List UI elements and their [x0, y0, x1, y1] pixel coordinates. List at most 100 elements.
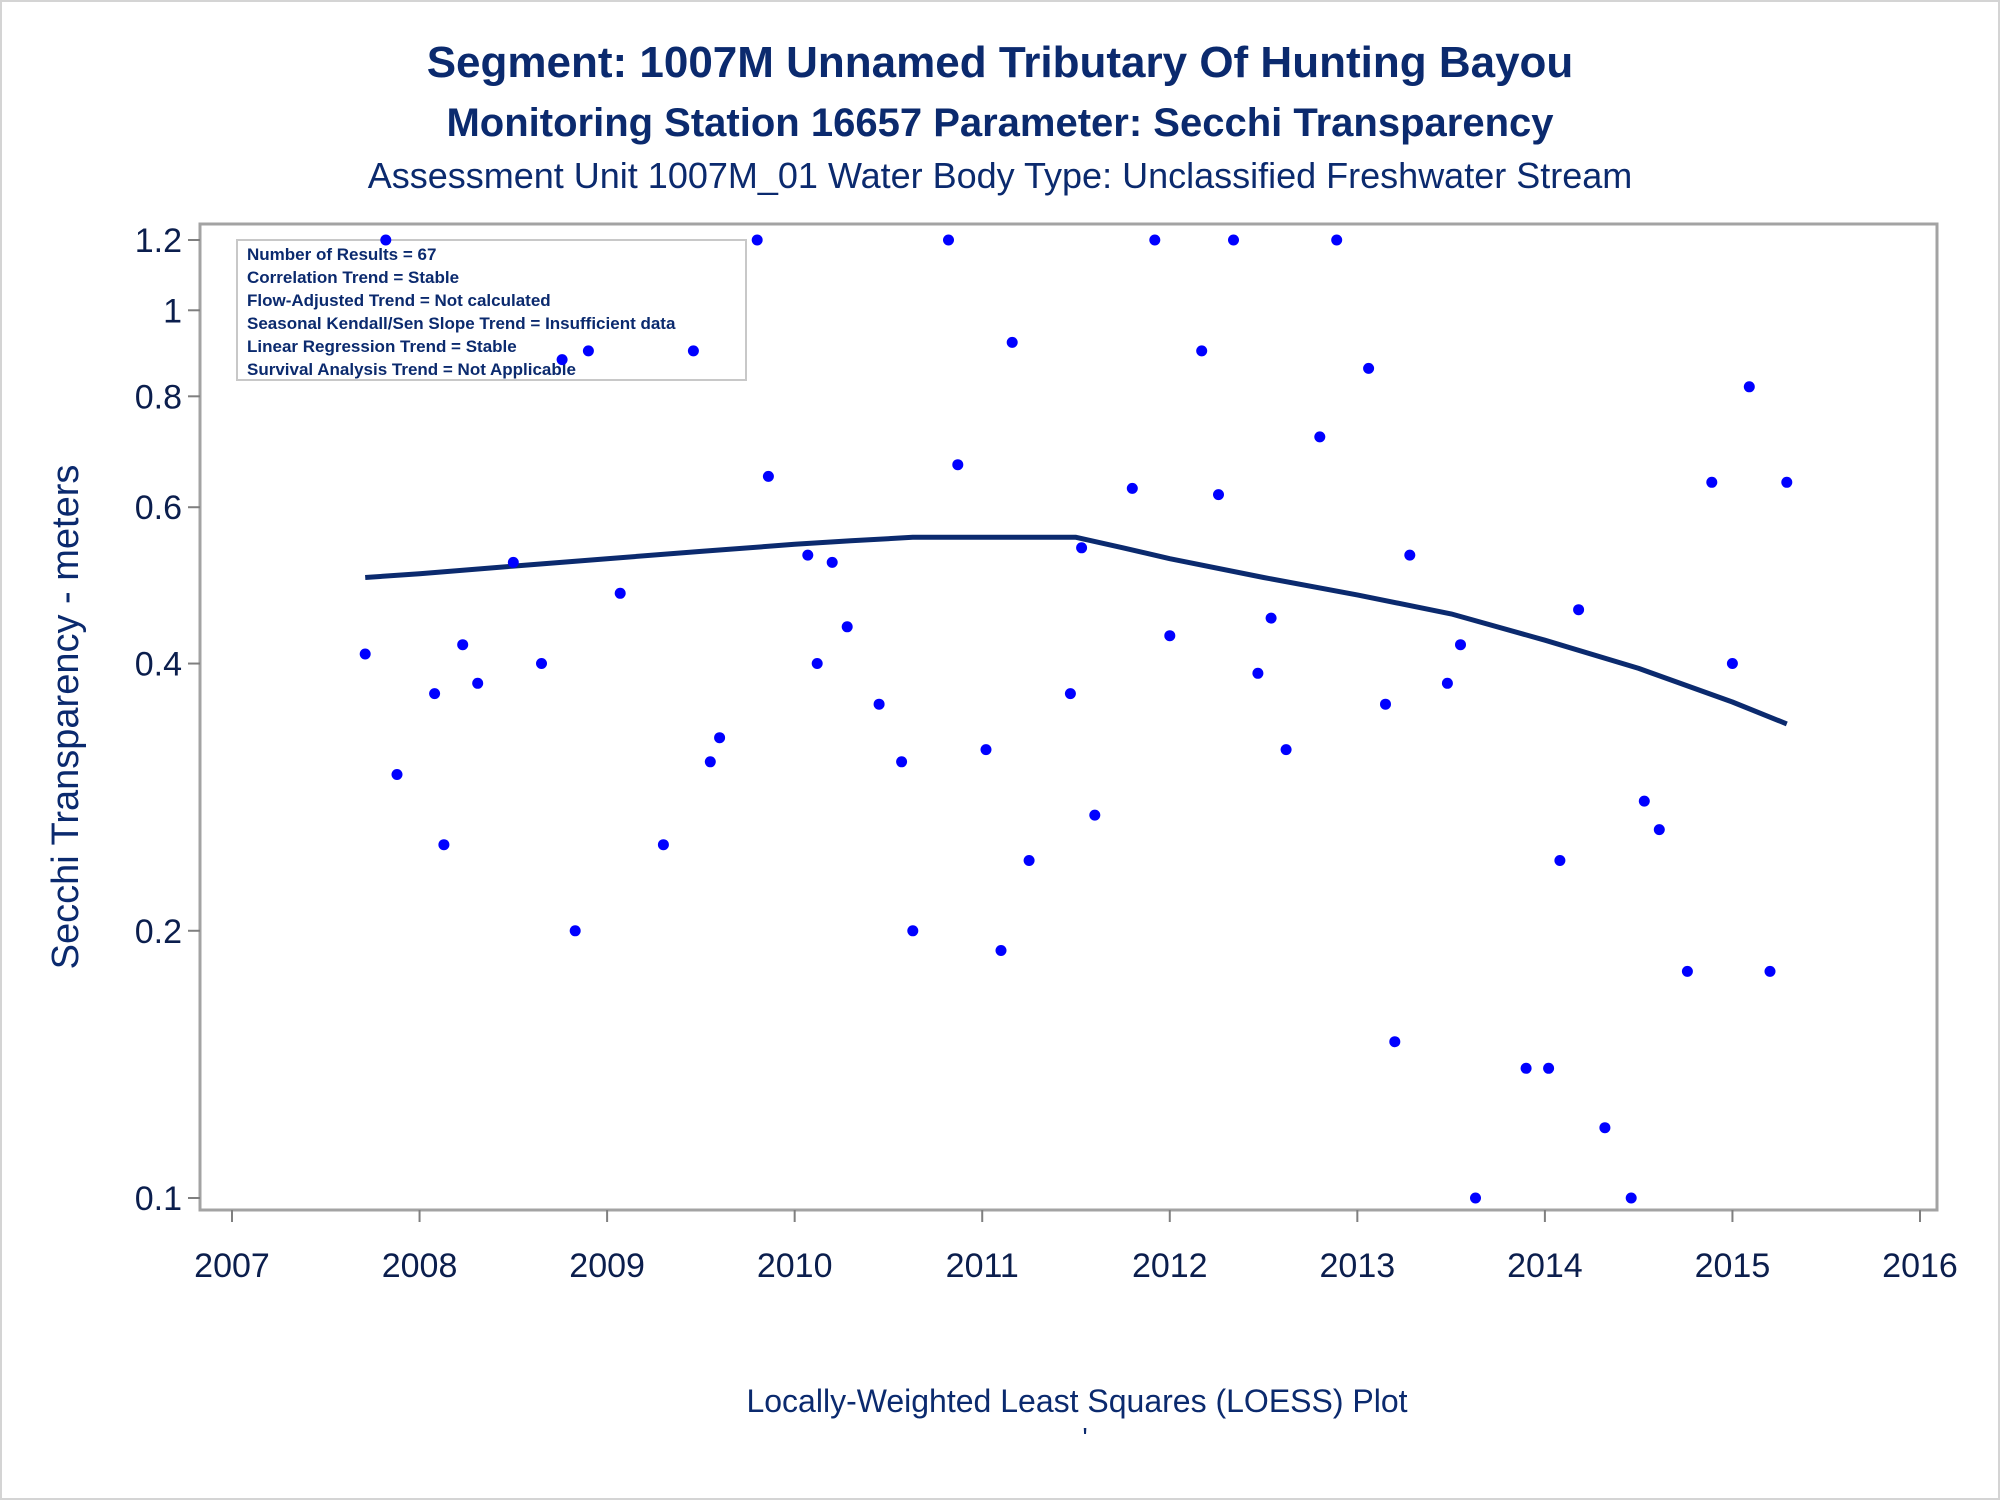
data-point [762, 470, 774, 482]
x-tick-label: 2008 [382, 1247, 458, 1285]
data-point [1280, 744, 1292, 756]
data-point [1006, 336, 1018, 348]
x-tick-label: 2007 [194, 1247, 270, 1285]
data-point [1520, 1062, 1532, 1074]
y-tick-label: 0.4 [135, 646, 182, 684]
stats-line-linear-regression: Linear Regression Trend = Stable [247, 337, 517, 356]
data-point [1404, 549, 1416, 561]
data-point [1363, 362, 1375, 374]
x-tick-label: 2014 [1507, 1247, 1583, 1285]
data-point [1380, 698, 1391, 710]
y-axis: 0.1 0.2 0.4 0.6 0.8 1 1.2 [135, 222, 200, 1218]
data-point [802, 549, 814, 561]
data-point [1149, 234, 1161, 246]
stats-line-seasonal-kendall: Seasonal Kendall/Sen Slope Trend = Insuf… [247, 314, 676, 333]
data-point [1076, 542, 1088, 554]
data-point [1455, 639, 1466, 651]
data-point [1653, 824, 1665, 836]
data-point [1625, 1192, 1637, 1204]
data-point [1764, 965, 1776, 977]
data-point [472, 677, 484, 689]
stats-line-correlation: Correlation Trend = Stable [247, 268, 459, 287]
data-point [907, 925, 919, 937]
data-point [1638, 795, 1650, 807]
x-axis-title: Locally-Weighted Least Squares (LOESS) P… [746, 1383, 1407, 1419]
x-tick-label: 2011 [946, 1247, 1019, 1285]
data-point [1314, 431, 1326, 443]
data-point [873, 698, 885, 710]
data-point [704, 756, 716, 768]
x-tick-label: 2016 [1882, 1247, 1958, 1285]
data-point [1089, 809, 1101, 821]
x-tick-label: 2015 [1695, 1247, 1771, 1285]
data-point [438, 839, 450, 851]
data-point [1252, 667, 1264, 679]
data-point [429, 688, 441, 700]
data-point [1681, 965, 1693, 977]
x-tick-label: 2010 [757, 1247, 833, 1285]
data-point [1331, 234, 1343, 246]
x-tick-label: 2009 [569, 1247, 645, 1285]
data-point [359, 648, 371, 660]
data-point [1706, 476, 1718, 488]
x-axis: 2007 2008 2009 2010 2011 2012 2013 2014 2015 2016 [194, 1210, 1958, 1285]
data-point [569, 925, 581, 937]
data-point [980, 744, 992, 756]
data-point [1781, 476, 1793, 488]
stats-line-survival-analysis: Survival Analysis Trend = Not Applicable [247, 360, 576, 379]
y-tick-label: 1.2 [135, 222, 182, 260]
data-point [582, 345, 594, 357]
data-point [457, 639, 469, 651]
data-point [614, 587, 626, 599]
y-tick-label: 0.1 [135, 1180, 182, 1218]
chart-title: Segment: 1007M Unnamed Tributary Of Hunt… [426, 38, 1574, 87]
data-point [1573, 604, 1585, 616]
data-point [657, 839, 669, 851]
data-point [1441, 677, 1453, 689]
data-point [1554, 855, 1566, 866]
data-point [714, 732, 726, 744]
data-point [811, 658, 823, 669]
stats-line-results: Number of Results = 67 [247, 245, 436, 264]
y-tick-label: 1 [163, 292, 182, 330]
data-point [943, 234, 954, 246]
y-axis-title: Secchi Transparency - meters [45, 465, 87, 970]
data-point [507, 556, 519, 568]
stats-box-border [236, 239, 747, 381]
data-point [380, 234, 392, 246]
plot-area [198, 222, 1939, 1212]
data-point [1599, 1122, 1611, 1134]
data-point [1389, 1036, 1401, 1048]
data-point [1164, 630, 1176, 642]
data-point [952, 459, 964, 471]
data-point [1543, 1062, 1555, 1074]
data-point [841, 621, 853, 633]
data-point [1470, 1192, 1481, 1204]
chart-subtitle: Monitoring Station 16657 Parameter: Secc… [446, 101, 1554, 145]
data-point [391, 769, 403, 780]
data-point [1228, 234, 1239, 246]
stats-box: Number of Results = 67 Correlation Trend… [236, 239, 747, 381]
footnote: ' [1082, 1422, 1087, 1453]
chart-subtitle-2: Assessment Unit 1007M_01 Water Body Type… [367, 155, 1633, 196]
data-point [556, 354, 568, 366]
y-tick-label: 0.2 [135, 913, 182, 951]
loess-layer [365, 534, 1788, 727]
data-point [536, 658, 547, 669]
data-point [896, 756, 908, 768]
data-point [1126, 482, 1138, 494]
data-point [995, 945, 1007, 956]
data-point [1196, 345, 1208, 357]
data-point [1265, 612, 1277, 624]
data-point [1726, 658, 1738, 669]
points-layer [359, 234, 1793, 1204]
data-point [751, 234, 763, 246]
y-tick-label: 0.6 [135, 489, 182, 527]
stats-line-flow-adjusted: Flow-Adjusted Trend = Not calculated [247, 291, 551, 310]
y-tick-label: 0.8 [135, 378, 182, 416]
x-tick-label: 2013 [1320, 1247, 1396, 1285]
x-tick-label: 2012 [1132, 1247, 1208, 1285]
data-point [1213, 489, 1224, 501]
